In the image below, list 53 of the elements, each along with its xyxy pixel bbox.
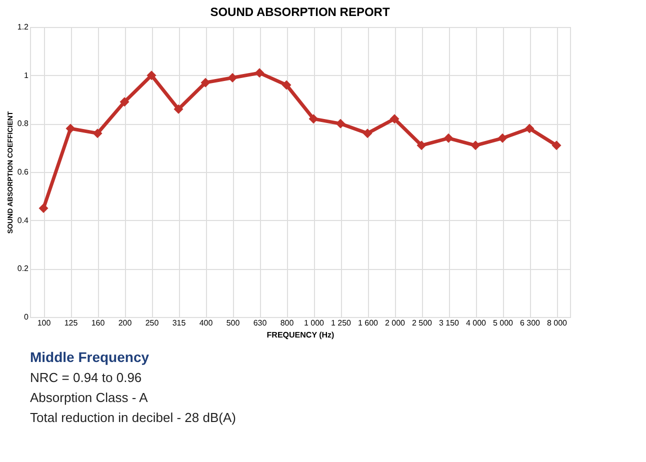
y-tick-label: 0.2: [17, 264, 30, 274]
point: [552, 140, 562, 150]
x-tick-label: 2 500: [412, 318, 433, 328]
x-tick-label: 1 600: [358, 318, 379, 328]
y-tick-label: 0.4: [17, 216, 30, 225]
point: [254, 68, 264, 78]
point: [228, 73, 238, 82]
x-tick-label: 315: [172, 318, 186, 328]
point: [146, 70, 156, 80]
point: [470, 140, 480, 150]
y-tick-label: 1: [24, 70, 30, 80]
x-tick-label: 3 150: [438, 318, 460, 328]
point: [524, 124, 534, 134]
point: [200, 78, 210, 88]
y-tick-label: 1.2: [17, 22, 30, 32]
y-tick-label: 0.8: [17, 119, 30, 128]
x-tick-label: 2 000: [384, 318, 406, 328]
x-tick-label: 1 000: [304, 318, 325, 328]
x-tick-label: 630: [253, 318, 268, 328]
text: Absorption Class - A: [30, 390, 148, 405]
point: [38, 204, 48, 213]
y-tick-label: 0: [24, 312, 30, 322]
x-tick-label: 100: [37, 318, 52, 328]
x-tick-label: 250: [145, 318, 160, 328]
x-tick-label: 500: [226, 318, 240, 328]
point: [92, 128, 102, 138]
x-tick-label: 400: [199, 318, 214, 328]
point: [66, 124, 76, 134]
x-tick-label: 200: [118, 318, 132, 328]
x-tick-label: 125: [64, 318, 78, 328]
x-tick-label: 4 000: [466, 318, 487, 328]
text: NRC = 0.94 to 0.96: [30, 370, 142, 385]
x-axis-title: FREQUENCY (Hz): [266, 330, 335, 340]
text: Total reduction in decibel - 28 dB(A): [30, 410, 236, 425]
x-tick-label: 5 000: [492, 318, 514, 328]
x-tick-label: 6 300: [520, 318, 541, 328]
y-tick-label: 0.6: [17, 168, 30, 176]
point: [308, 114, 318, 124]
point: [390, 114, 400, 124]
point: [444, 133, 454, 143]
point: [174, 104, 184, 114]
point: [416, 140, 426, 150]
chart-title: SOUND ABSORPTION REPORT: [210, 5, 390, 19]
point: [120, 97, 130, 107]
point: [498, 133, 508, 143]
point: [282, 80, 292, 90]
x-tick-label: 800: [280, 318, 294, 328]
text: Middle Frequency: [30, 349, 150, 365]
x-tick-label: 1 250: [330, 318, 352, 328]
point: [362, 128, 372, 138]
x-tick-label: 8 000: [546, 318, 568, 328]
point: [336, 118, 346, 128]
x-tick-label: 160: [91, 318, 106, 328]
